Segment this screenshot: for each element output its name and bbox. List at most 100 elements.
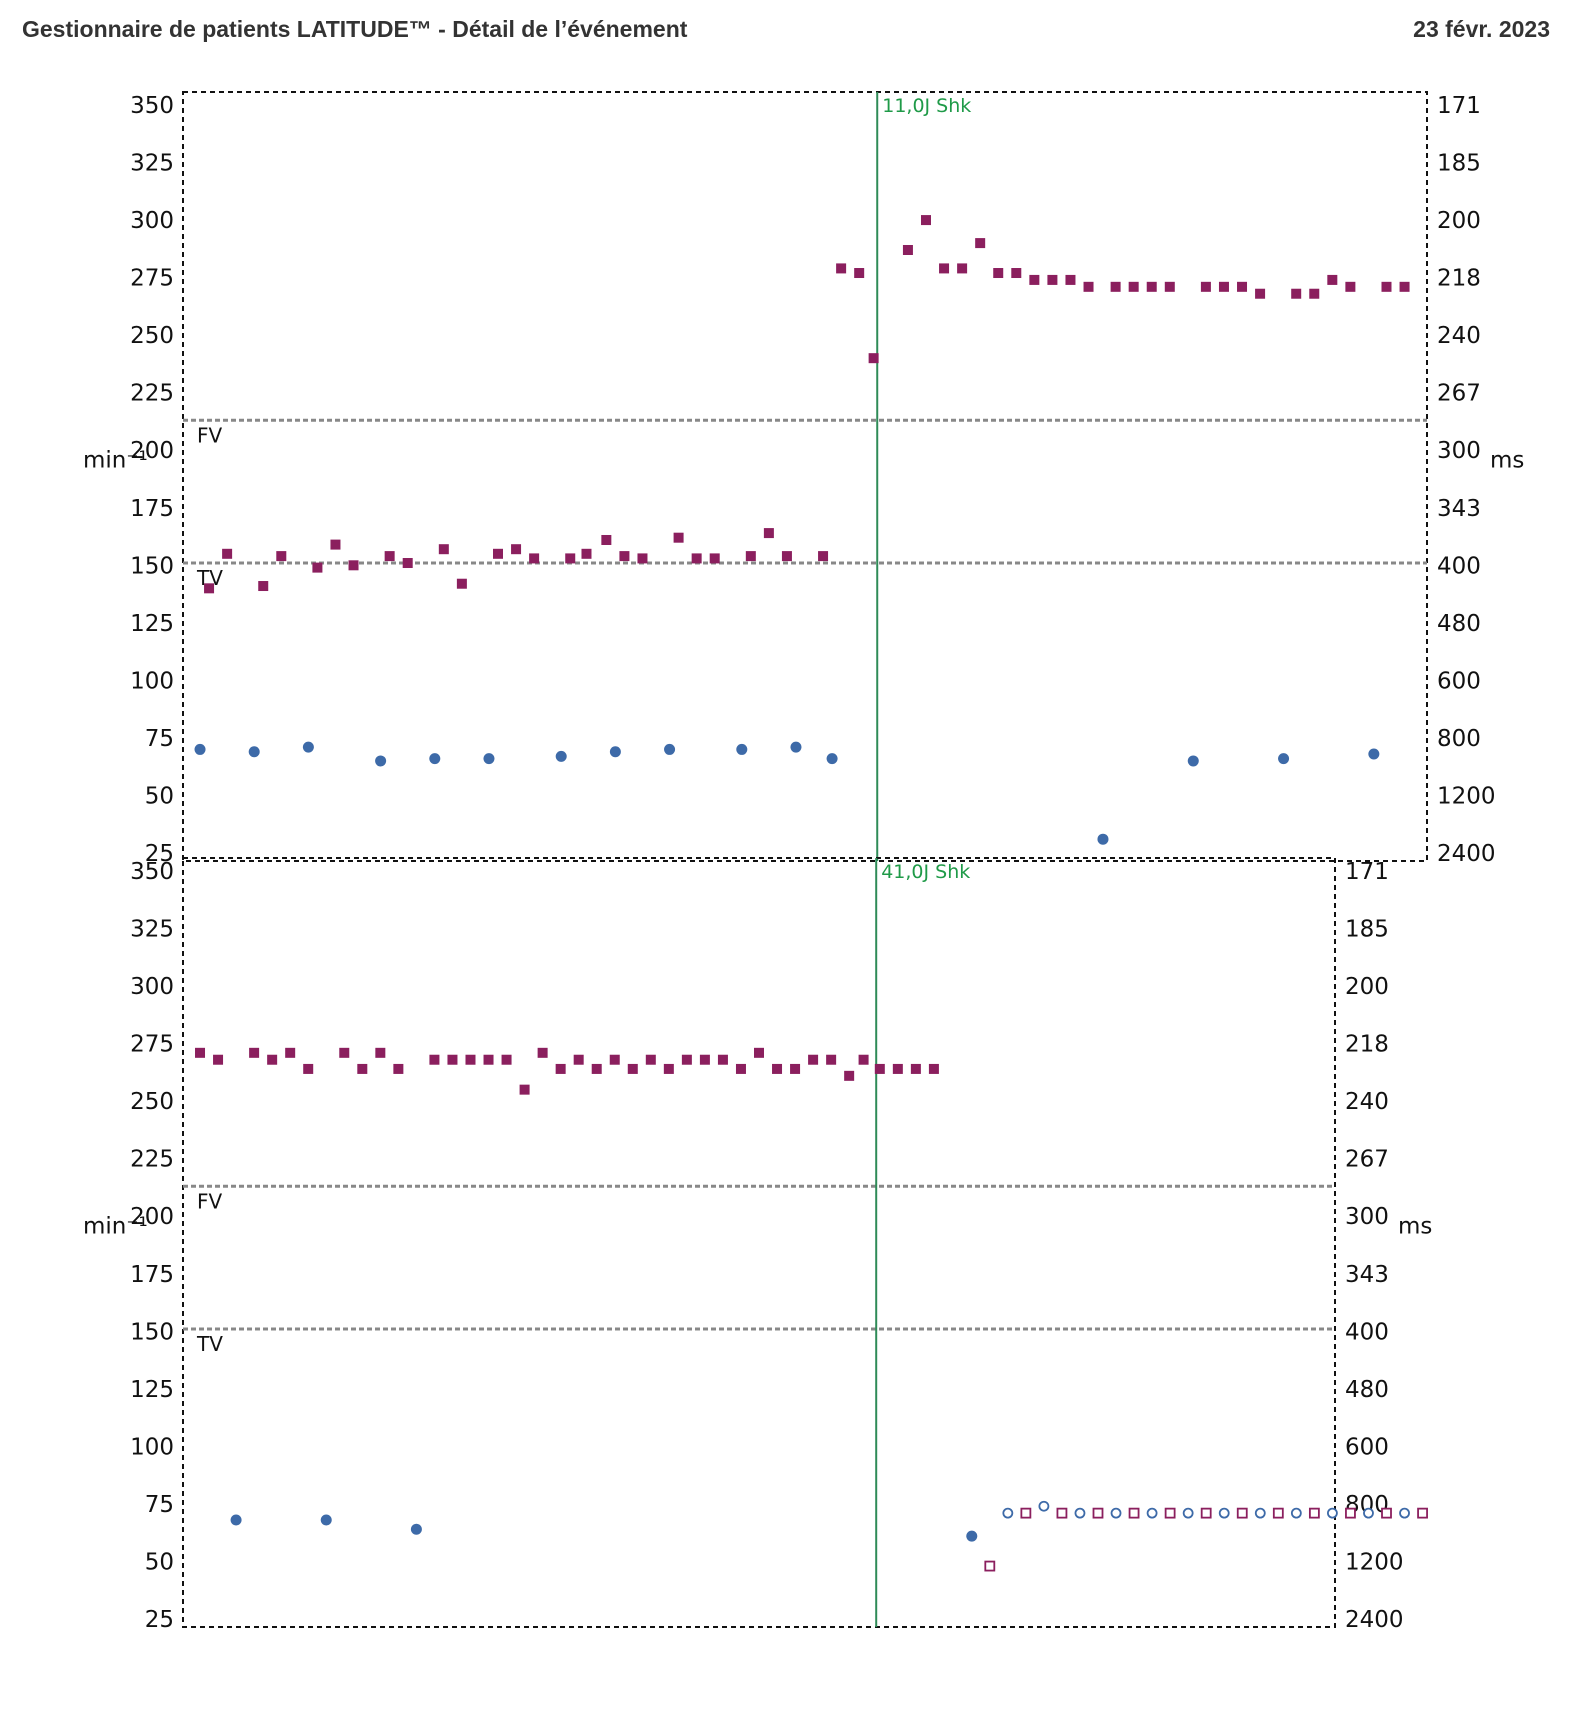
y-tick-left-label: 350 <box>130 93 174 119</box>
y-tick-right-label: 2400 <box>1437 841 1496 867</box>
ventricular-point <box>1083 281 1094 292</box>
ventricular-point <box>1029 274 1040 285</box>
ventricular-point <box>1381 281 1392 292</box>
y-tick-left-label: 225 <box>130 381 174 407</box>
atrial-point-open <box>1254 1507 1266 1519</box>
ventricular-point <box>910 1063 921 1074</box>
y-tick-right-label: 218 <box>1345 1032 1389 1058</box>
y-tick-left-label: 200 <box>130 1204 174 1230</box>
ventricular-point-open <box>1345 1507 1356 1519</box>
ventricular-point <box>348 560 359 571</box>
y-tick-left-label: 350 <box>130 859 174 885</box>
ventricular-point <box>1164 281 1175 292</box>
atrial-point <box>826 753 838 765</box>
ventricular-point <box>276 551 287 562</box>
ventricular-point <box>222 548 233 559</box>
atrial-point <box>248 746 260 758</box>
ventricular-point <box>581 548 592 559</box>
y-tick-right-label: 200 <box>1345 974 1389 1000</box>
atrial-point <box>1368 748 1380 760</box>
atrial-point-open <box>1327 1507 1338 1519</box>
y-tick-left-label: 125 <box>130 1377 174 1403</box>
ventricular-point <box>1218 281 1229 292</box>
atrial-point <box>429 753 441 765</box>
ventricular-point-open <box>984 1560 996 1572</box>
ventricular-point-open <box>1381 1507 1392 1519</box>
ventricular-point <box>529 553 540 564</box>
ventricular-point <box>609 1054 620 1065</box>
ventricular-point <box>957 263 968 274</box>
ventricular-point <box>537 1047 548 1058</box>
ventricular-point <box>892 1063 903 1074</box>
y-tick-right-label: 1200 <box>1345 1549 1404 1575</box>
ventricular-point <box>511 544 522 555</box>
ventricular-point <box>1128 281 1139 292</box>
ventricular-point <box>790 1063 801 1074</box>
atrial-point <box>302 741 314 753</box>
atrial-point-open <box>1363 1507 1374 1519</box>
atrial-point-open <box>1290 1507 1302 1519</box>
ventricular-point <box>808 1054 819 1065</box>
y-tick-right-label: 240 <box>1345 1089 1389 1115</box>
y-tick-left-label: 200 <box>130 438 174 464</box>
y-tick-right-label: 600 <box>1345 1434 1389 1460</box>
y-tick-right-label: 267 <box>1437 381 1481 407</box>
ventricular-point <box>844 1070 855 1081</box>
ventricular-point <box>1011 268 1022 279</box>
ventricular-point <box>627 1063 638 1074</box>
ventricular-point <box>195 1047 206 1058</box>
ventricular-point <box>555 1063 566 1074</box>
y-tick-right-label: 800 <box>1437 726 1481 752</box>
ventricular-point-open <box>1272 1507 1284 1519</box>
ventricular-point <box>384 551 395 562</box>
ventricular-point <box>637 553 648 564</box>
ventricular-point <box>402 558 413 569</box>
y-tick-right-label: 343 <box>1345 1262 1389 1288</box>
y-tick-left-label: 25 <box>145 1607 174 1633</box>
y-tick-right-label: 1200 <box>1437 783 1496 809</box>
ventricular-point <box>213 1054 224 1065</box>
atrial-point <box>1278 753 1290 765</box>
ventricular-point <box>1237 281 1248 292</box>
y-tick-left-label: 300 <box>130 208 174 234</box>
y-tick-right-label: 300 <box>1345 1204 1389 1230</box>
ventricular-point <box>1200 281 1211 292</box>
ventricular-point <box>1399 281 1410 292</box>
shock-label: 11,0J Shk <box>882 95 971 117</box>
ventricular-point <box>565 553 576 564</box>
ventricular-point-open <box>1020 1507 1032 1519</box>
ventricular-point <box>993 268 1004 279</box>
ventricular-point <box>1309 288 1320 299</box>
y-tick-left-label: 150 <box>130 553 174 579</box>
ventricular-point <box>1047 274 1058 285</box>
atrial-point-open <box>1146 1507 1158 1519</box>
ventricular-point <box>1110 281 1121 292</box>
y-tick-left-label: 100 <box>130 1434 174 1460</box>
atrial-point-open <box>1038 1500 1050 1512</box>
y-tick-right-label: 480 <box>1437 611 1481 637</box>
ventricular-point <box>836 263 847 274</box>
y-tick-right-label: 171 <box>1437 93 1481 119</box>
y-tick-left-label: 25 <box>145 841 174 867</box>
y-tick-left-label: 250 <box>130 323 174 349</box>
ventricular-point <box>1327 274 1338 285</box>
ventricular-point <box>1065 274 1076 285</box>
y-tick-left-label: 50 <box>145 783 174 809</box>
y-tick-right-label: 343 <box>1437 496 1481 522</box>
atrial-point <box>375 755 387 767</box>
atrial-point-open <box>1399 1507 1410 1519</box>
y-tick-right-label: 400 <box>1437 553 1481 579</box>
plot-frame <box>182 91 1428 862</box>
atrial-point <box>609 746 621 758</box>
y-tick-right-label: 218 <box>1437 266 1481 292</box>
y-tick-left-label: 175 <box>130 1262 174 1288</box>
ventricular-point <box>393 1063 404 1074</box>
atrial-point <box>555 750 567 762</box>
ventricular-point <box>447 1054 458 1065</box>
ventricular-point <box>303 1063 314 1074</box>
ventricular-point <box>745 551 756 562</box>
ventricular-point <box>902 244 913 255</box>
ventricular-point <box>456 578 467 589</box>
ventricular-point <box>763 528 774 539</box>
shock-label: 41,0J Shk <box>881 861 970 883</box>
